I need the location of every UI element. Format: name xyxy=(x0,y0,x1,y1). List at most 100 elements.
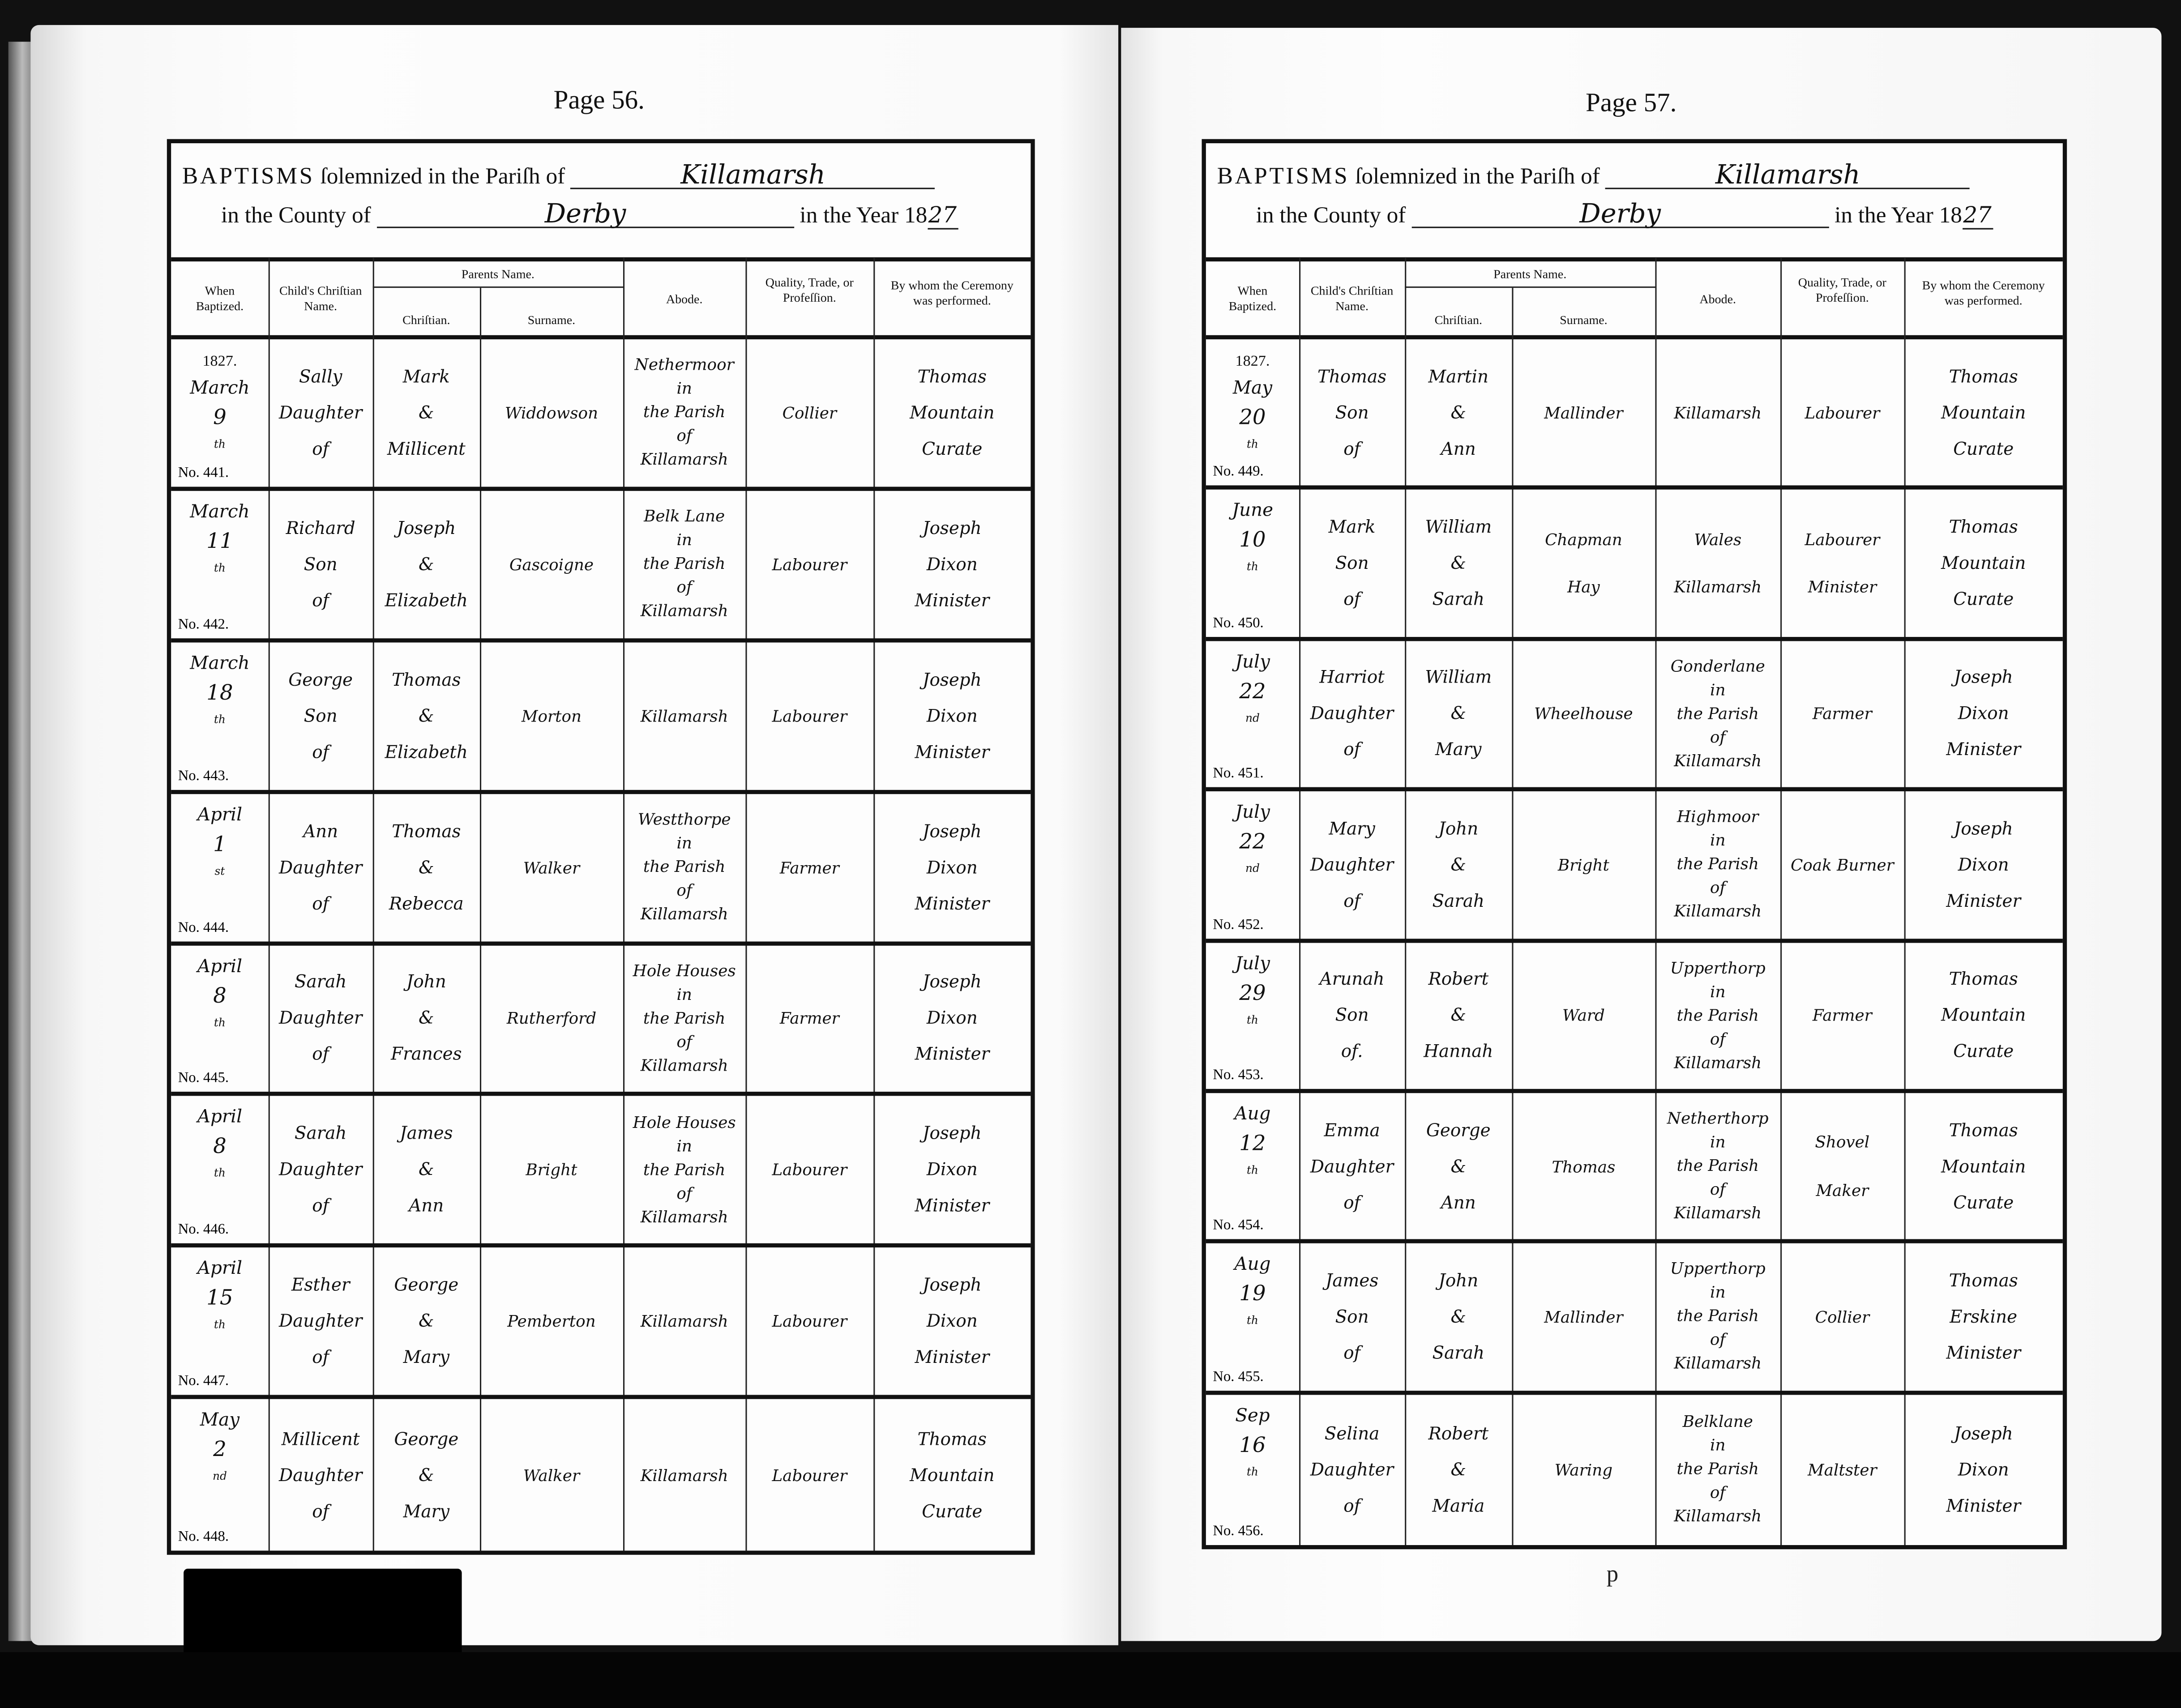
cell-surname: Morton xyxy=(480,642,623,790)
cell-officiant-line: Joseph xyxy=(922,820,982,841)
cell-officiant-line: Mountain xyxy=(1941,1004,2026,1025)
cell-child-name-line: Daughter xyxy=(278,1310,363,1332)
baptism-day: 18 th xyxy=(206,678,233,738)
cell-parents-christian: Thomas & Rebecca xyxy=(373,794,480,941)
cell-surname: Mallinder xyxy=(1512,339,1655,486)
cell-when-baptized: March 18 th xyxy=(171,642,268,790)
cell-surname-line: Ward xyxy=(1562,1006,1605,1025)
cell-parents-christian-line: Sarah xyxy=(1432,889,1485,911)
entry-number: No. 456. xyxy=(1213,1524,1264,1540)
cell-parents-christian-line: & xyxy=(418,1159,434,1180)
cell-trade-line: Farmer xyxy=(779,1009,839,1029)
cell-officiant-line: Curate xyxy=(922,438,983,459)
day-suffix: nd xyxy=(1245,862,1260,875)
baptism-entry: May 2 nd No. 448. Millicent Daughter of George &… xyxy=(171,1399,1031,1550)
entry-number: No. 449. xyxy=(1213,465,1264,481)
baptism-day: 2 nd xyxy=(213,1435,227,1495)
heading-baptisms: BAPTISMS xyxy=(182,162,315,189)
cell-abode-line: of xyxy=(1710,1179,1726,1199)
cell-abode-line: in xyxy=(1710,1132,1726,1152)
cell-child-name-line: of xyxy=(1343,1342,1360,1363)
cell-parents-christian-line: & xyxy=(1450,854,1467,875)
cell-officiant-line: Joseph xyxy=(1954,666,2013,688)
cell-abode-line: Wales xyxy=(1694,529,1742,549)
cell-surname-line: Morton xyxy=(521,706,582,726)
column-divider xyxy=(1405,257,1407,1545)
year-value: 27 xyxy=(927,202,958,230)
cell-abode-line: in xyxy=(676,1136,692,1156)
cell-parents-christian: William & Mary xyxy=(1405,641,1512,787)
parish-name: Killamarsh xyxy=(1605,162,1970,189)
day-suffix: nd xyxy=(1245,712,1260,725)
cell-when-baptized: April 8 th xyxy=(171,1097,268,1244)
baptism-entry: 1827. May 20 th No. 449. Thomas Son of Martin & An… xyxy=(1206,339,2063,490)
cell-when-baptized: July 22 nd xyxy=(1206,791,1299,938)
cell-abode-line: of xyxy=(1710,1330,1726,1350)
cell-surname-line: Mallinder xyxy=(1544,1307,1623,1327)
cell-abode: Killamarsh xyxy=(623,642,745,790)
cell-abode-line: Killamarsh xyxy=(1674,1354,1762,1374)
cell-abode: Hole Houses in the Parish of Killamarsh xyxy=(623,945,745,1092)
cell-abode-line: in xyxy=(676,379,692,398)
cell-parents-christian: George & Mary xyxy=(373,1399,480,1550)
cell-trade: Shovel Maker xyxy=(1780,1093,1904,1239)
cell-abode-line: Upperthorp xyxy=(1670,957,1766,978)
baptism-entry: March 18 th No. 443. George Son of Thomas & Eliza… xyxy=(171,642,1031,794)
cell-abode-line: the Parish xyxy=(643,1008,726,1028)
cell-abode-line: Killamarsh xyxy=(640,1207,728,1226)
cell-officiant-line: Thomas xyxy=(1949,516,2018,537)
cell-parents-christian-line: & xyxy=(1450,1004,1467,1025)
baptism-month: April xyxy=(197,1259,243,1280)
register-heading: BAPTISMS ſolemnized in the Pariſh of Kil… xyxy=(171,143,1031,262)
cell-child-name: Millicent Daughter of xyxy=(269,1399,373,1550)
cell-surname-line: Hay xyxy=(1567,577,1600,598)
cell-officiant-line: Joseph xyxy=(922,517,982,538)
day-number: 9 xyxy=(213,405,227,430)
cell-abode-line: Killamarsh xyxy=(640,1311,728,1332)
cell-parents-christian-line: Mary xyxy=(403,1500,450,1521)
header-when-baptized: When Baptized. xyxy=(196,283,244,313)
cell-parents-christian-line: & xyxy=(1450,552,1467,573)
register-rows: 1827. May 20 th No. 449. Thomas Son of Martin & An… xyxy=(1206,339,2063,1545)
footer-mark: p xyxy=(1606,1560,1619,1587)
entry-number: No. 450. xyxy=(1213,615,1264,631)
day-suffix: nd xyxy=(212,1470,227,1483)
cell-parents-christian-line: & xyxy=(418,705,434,726)
cell-officiant-line: Thomas xyxy=(1949,365,2018,386)
cell-abode-line: in xyxy=(676,530,692,550)
cell-officiant: Joseph Dixon Minister xyxy=(873,491,1031,638)
baptism-month: Sep xyxy=(1235,1405,1270,1426)
cell-trade-line: Minister xyxy=(1808,577,1877,598)
register-heading: BAPTISMS ſolemnized in the Pariſh of Kil… xyxy=(1206,143,2063,262)
cell-officiant: Thomas Mountain Curate xyxy=(1904,490,2063,636)
cell-child-name-line: Son xyxy=(1335,1004,1369,1025)
cell-parents-christian: John & Sarah xyxy=(1405,791,1512,938)
year-label: in the Year 18 xyxy=(800,201,928,228)
baptism-register-table: BAPTISMS ſolemnized in the Pariſh of Kil… xyxy=(167,139,1035,1555)
cell-parents-christian: George & Mary xyxy=(373,1248,480,1395)
day-suffix: th xyxy=(214,561,226,574)
baptism-entry: July 29 th No. 453. Arunah Son of. Robert & Hanna… xyxy=(1206,942,2063,1093)
entry-number: No. 448. xyxy=(178,1529,229,1545)
cell-parents-christian-line: Ann xyxy=(409,1195,444,1216)
cell-officiant-line: Mountain xyxy=(910,401,995,423)
cell-child-name-line: Mark xyxy=(1328,516,1376,537)
cell-abode-line: of xyxy=(676,1183,693,1203)
cell-parents-christian-line: George xyxy=(394,1427,459,1449)
cell-officiant-line: Dixon xyxy=(926,1159,978,1180)
cell-child-name-line: Daughter xyxy=(278,1464,363,1485)
cell-officiant: Thomas Erskine Minister xyxy=(1904,1244,2063,1390)
cell-trade-line: Collier xyxy=(782,403,837,423)
cell-child-name-line: Son xyxy=(1335,401,1369,423)
cell-parents-christian-line: & xyxy=(1450,401,1467,423)
cell-parents-christian-line: Thomas xyxy=(392,820,461,841)
cell-abode-line: of xyxy=(1710,727,1726,747)
cell-officiant-line: Dixon xyxy=(926,705,978,726)
day-number: 19 xyxy=(1239,1281,1266,1307)
cell-parents-christian-line: John xyxy=(406,971,446,992)
cell-parents-christian-line: Robert xyxy=(1428,968,1489,989)
cell-officiant-line: Joseph xyxy=(922,1274,982,1295)
header-surname: Surname. xyxy=(527,312,576,326)
cell-surname: Rutherford xyxy=(480,945,623,1092)
baptism-day: 8 th xyxy=(213,981,227,1041)
